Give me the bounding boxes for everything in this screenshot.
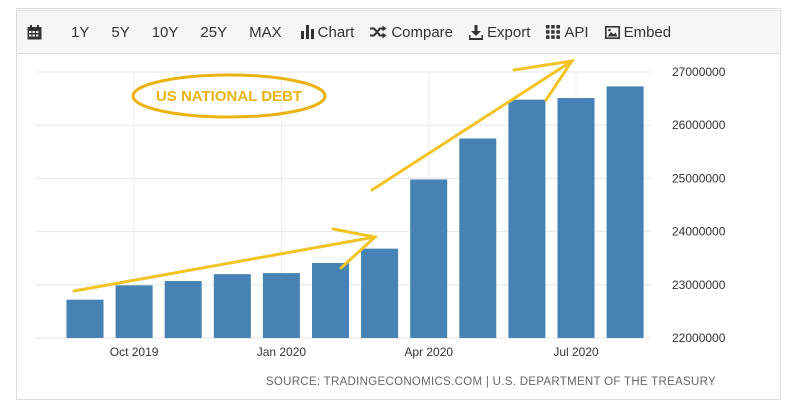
- bar[interactable]: [66, 299, 104, 338]
- x-axis-ticks: Oct 2019 Jan 2020 Apr 2020 Jul 2020: [110, 345, 599, 359]
- bar[interactable]: [361, 248, 399, 338]
- range-5y-button[interactable]: 5Y: [111, 23, 130, 41]
- compare-button[interactable]: Compare: [362, 10, 461, 54]
- embed-label: Embed: [623, 23, 672, 41]
- shuffle-icon: [370, 25, 387, 39]
- image-icon: [604, 25, 620, 39]
- chart-toolbar: 1Y 5Y 10Y 25Y MAX Chart Compare Export: [16, 10, 781, 54]
- bar[interactable]: [312, 262, 349, 338]
- x-tick-label: Jul 2020: [553, 345, 599, 359]
- bar[interactable]: [410, 179, 448, 338]
- compare-label: Compare: [391, 23, 454, 41]
- calendar-button[interactable]: [17, 10, 60, 54]
- trend-arrow-lower: [72, 227, 379, 293]
- y-axis-ticks: 22000000 23000000 24000000 25000000 26000000…: [672, 65, 726, 345]
- download-icon: [469, 24, 484, 40]
- range-10y-button[interactable]: 10Y: [151, 23, 179, 41]
- bar[interactable]: [213, 274, 251, 338]
- export-label: Export: [487, 23, 531, 41]
- x-tick-label: Oct 2019: [110, 345, 159, 359]
- annotation-overlay: US NATIONAL DEBT: [72, 58, 576, 293]
- chart-type-label: Chart: [317, 23, 355, 41]
- bar[interactable]: [262, 273, 300, 338]
- y-tick-label: 23000000: [672, 278, 726, 292]
- bar[interactable]: [115, 285, 153, 338]
- bar[interactable]: [508, 99, 546, 338]
- y-tick-label: 25000000: [672, 171, 726, 185]
- y-tick-label: 22000000: [672, 331, 726, 345]
- api-button[interactable]: API: [538, 10, 596, 54]
- range-25y-button[interactable]: 25Y: [200, 23, 228, 41]
- range-1y-button[interactable]: 1Y: [71, 23, 90, 41]
- export-button[interactable]: Export: [461, 10, 538, 54]
- bar-chart-icon: [300, 25, 314, 39]
- source-note: SOURCE: TRADINGECONOMICS.COM | U.S. DEPA…: [266, 376, 716, 388]
- bar-series: [66, 86, 644, 339]
- calendar-icon: [27, 24, 42, 39]
- y-tick-label: 26000000: [672, 118, 726, 132]
- x-tick-label: Apr 2020: [404, 345, 453, 359]
- x-tick-label: Jan 2020: [257, 345, 307, 359]
- y-tick-label: 24000000: [672, 225, 726, 239]
- trend-arrow-upper: [370, 58, 576, 192]
- bar[interactable]: [606, 86, 644, 338]
- range-max-button[interactable]: MAX: [249, 23, 282, 41]
- chart-type-button[interactable]: Chart: [293, 10, 363, 54]
- bar[interactable]: [557, 98, 595, 339]
- bar[interactable]: [459, 138, 497, 339]
- grid-icon: [546, 25, 561, 39]
- api-label: API: [564, 23, 589, 41]
- embed-button[interactable]: Embed: [597, 10, 680, 54]
- annotation-label: US NATIONAL DEBT: [156, 88, 302, 105]
- annotation-ellipse: [131, 73, 327, 119]
- y-tick-label: 27000000: [672, 65, 726, 79]
- bar[interactable]: [164, 281, 202, 338]
